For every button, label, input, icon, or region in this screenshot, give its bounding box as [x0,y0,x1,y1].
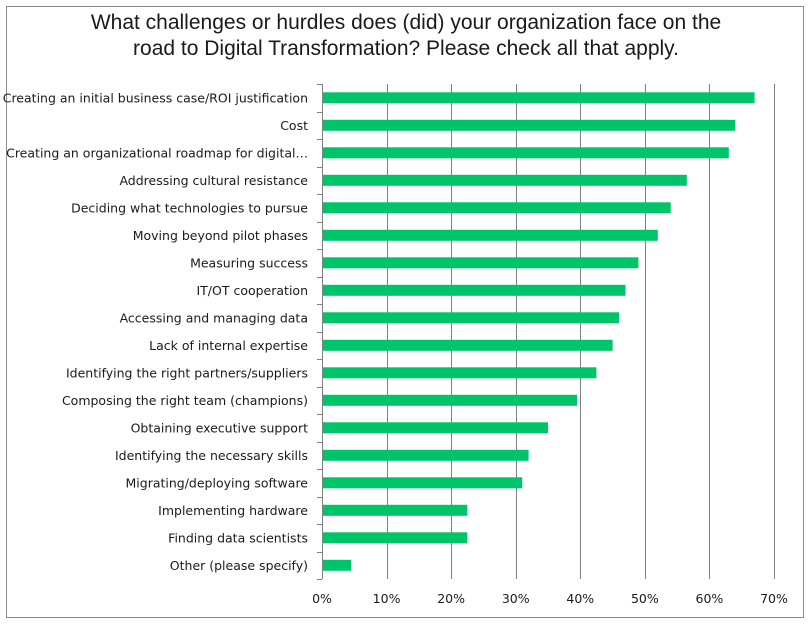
x-tick-label: 30% [502,591,530,606]
category-label: Creating an initial business case/ROI ju… [3,90,308,105]
category-label: Creating an organizational roadmap for d… [6,145,308,160]
category-label: Composing the right team (champions) [62,393,308,408]
category-label: Obtaining executive support [131,420,309,435]
bar [323,174,687,186]
category-label: Moving beyond pilot phases [133,228,308,243]
bar [323,532,468,544]
category-label: Addressing cultural resistance [119,173,308,188]
bar [323,229,658,241]
chart-title-line-1: What challenges or hurdles does (did) yo… [90,11,722,34]
x-tick-label: 40% [566,591,594,606]
bar [323,257,639,269]
category-label: Identifying the necessary skills [115,448,308,463]
category-label: Implementing hardware [158,503,308,518]
chart-title: What challenges or hurdles does (did) yo… [0,10,812,62]
x-tick-label: 20% [437,591,465,606]
bar [323,559,352,571]
category-label: Lack of internal expertise [149,338,308,353]
chart-frame [6,6,804,618]
category-label: IT/OT cooperation [196,283,308,298]
bar [323,367,597,379]
bar [323,504,468,516]
x-tick-label: 0% [312,591,332,606]
bar [323,312,619,324]
category-label: Accessing and managing data [120,310,308,325]
category-label: Migrating/deploying software [126,475,309,490]
x-tick-label: 10% [373,591,401,606]
category-label: Cost [280,118,308,133]
bar [323,119,736,131]
category-label: Identifying the right partners/suppliers [66,365,308,380]
bar [323,202,671,214]
bar [323,394,578,406]
bar [323,147,729,159]
category-label: Other (please specify) [170,558,308,573]
bar [323,477,523,489]
bar [323,339,613,351]
bar [323,449,529,461]
bar [323,422,548,434]
category-label: Finding data scientists [168,530,308,545]
x-tick-label: 60% [696,591,724,606]
category-label: Deciding what technologies to pursue [71,200,308,215]
chart-title-line-2: road to Digital Transformation? Please c… [133,37,679,60]
x-tick-label: 70% [760,591,788,606]
bar [323,92,755,104]
x-tick-label: 50% [631,591,659,606]
category-label: Measuring success [190,255,308,270]
bar [323,284,626,296]
